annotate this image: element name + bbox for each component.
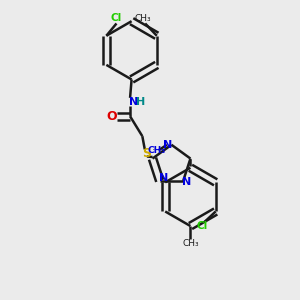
Text: O: O (106, 110, 117, 123)
Text: N: N (163, 140, 172, 150)
Text: methyl: methyl (152, 149, 157, 150)
Text: Cl: Cl (111, 13, 122, 23)
Text: H: H (136, 97, 145, 107)
Text: CH₃: CH₃ (148, 146, 166, 155)
Text: Cl: Cl (196, 220, 208, 231)
Text: N: N (159, 173, 168, 183)
Text: S: S (142, 148, 151, 160)
Text: N: N (182, 177, 191, 188)
Text: CH₃: CH₃ (135, 14, 151, 23)
Text: N: N (128, 97, 138, 107)
Text: CH₃: CH₃ (182, 239, 199, 248)
